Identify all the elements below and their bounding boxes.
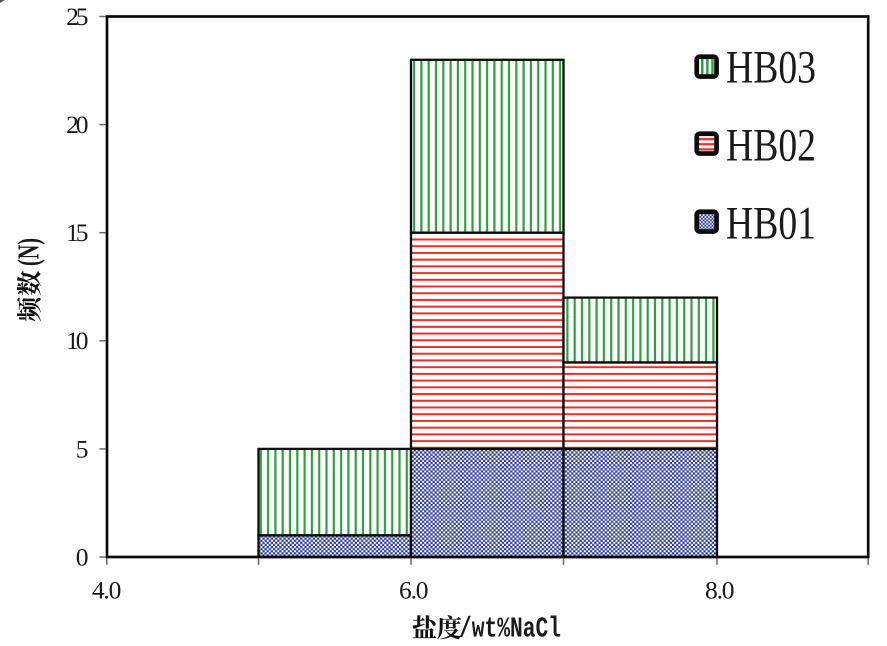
svg-text:5: 5 xyxy=(76,434,89,463)
svg-text:/wt%NaCl: /wt%NaCl xyxy=(459,613,561,646)
svg-text:HB02: HB02 xyxy=(726,121,816,172)
svg-text:HB01: HB01 xyxy=(726,199,816,250)
svg-text:8.0: 8.0 xyxy=(705,575,735,604)
svg-text:15: 15 xyxy=(66,218,88,247)
svg-text:20: 20 xyxy=(66,110,88,139)
svg-text:25: 25 xyxy=(66,2,88,31)
svg-text:0: 0 xyxy=(76,542,89,571)
svg-text:4.0: 4.0 xyxy=(92,575,122,604)
svg-text:(N): (N) xyxy=(11,238,46,266)
svg-text:10: 10 xyxy=(66,326,88,355)
svg-text:6.0: 6.0 xyxy=(399,575,429,604)
svg-text:HB03: HB03 xyxy=(726,43,816,94)
